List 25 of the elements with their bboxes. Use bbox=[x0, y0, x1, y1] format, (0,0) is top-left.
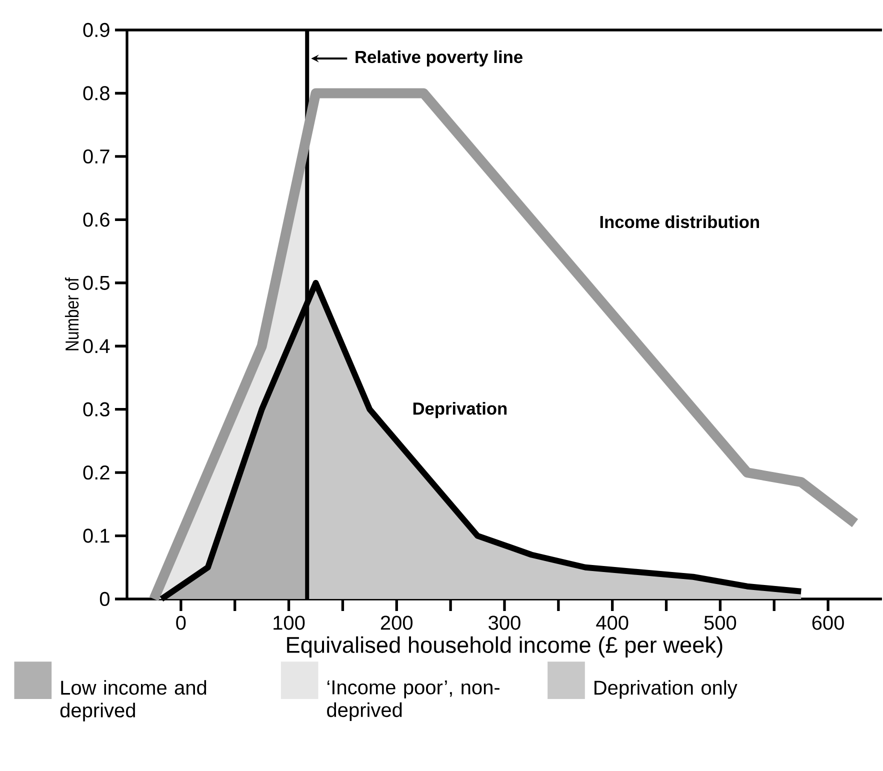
legend-label: Deprivation only bbox=[594, 680, 738, 699]
x-tick-label: 600 bbox=[812, 616, 844, 630]
text: Income distribution bbox=[600, 215, 759, 228]
ref-line-label: Relative poverty line bbox=[356, 50, 522, 67]
y-tick-label: 0.1 bbox=[83, 528, 110, 543]
y-tick-label: 0.2 bbox=[83, 465, 110, 480]
legend-label: Low income and deprived bbox=[60, 680, 206, 722]
y-tick-label: 0.5 bbox=[83, 276, 110, 290]
x-axis-title: Equivalised household income (£ per week) bbox=[287, 636, 722, 658]
y-tick-label: 0.8 bbox=[83, 86, 110, 100]
x-tick-label: 300 bbox=[488, 616, 520, 630]
y-tick-label: 0.4 bbox=[83, 339, 110, 354]
x-tick-label: 200 bbox=[380, 616, 413, 630]
y-tick-label: 0.6 bbox=[83, 212, 110, 227]
y-tick-label: 0.7 bbox=[83, 149, 110, 164]
series-label: Deprivation bbox=[413, 402, 507, 418]
legend-label: ‘Income poor’, non-deprived bbox=[327, 680, 500, 722]
x-tick-label: 0 bbox=[176, 616, 186, 630]
y-tick-label: 0 bbox=[100, 592, 110, 606]
x-tick-label: 400 bbox=[596, 616, 628, 630]
y-tick-label: 0.9 bbox=[83, 22, 110, 38]
y-tick-label: 0.3 bbox=[83, 402, 110, 416]
x-tick-label: 500 bbox=[704, 616, 736, 630]
x-tick-label: 100 bbox=[274, 616, 305, 630]
y-axis-title: Number of bbox=[64, 277, 79, 350]
